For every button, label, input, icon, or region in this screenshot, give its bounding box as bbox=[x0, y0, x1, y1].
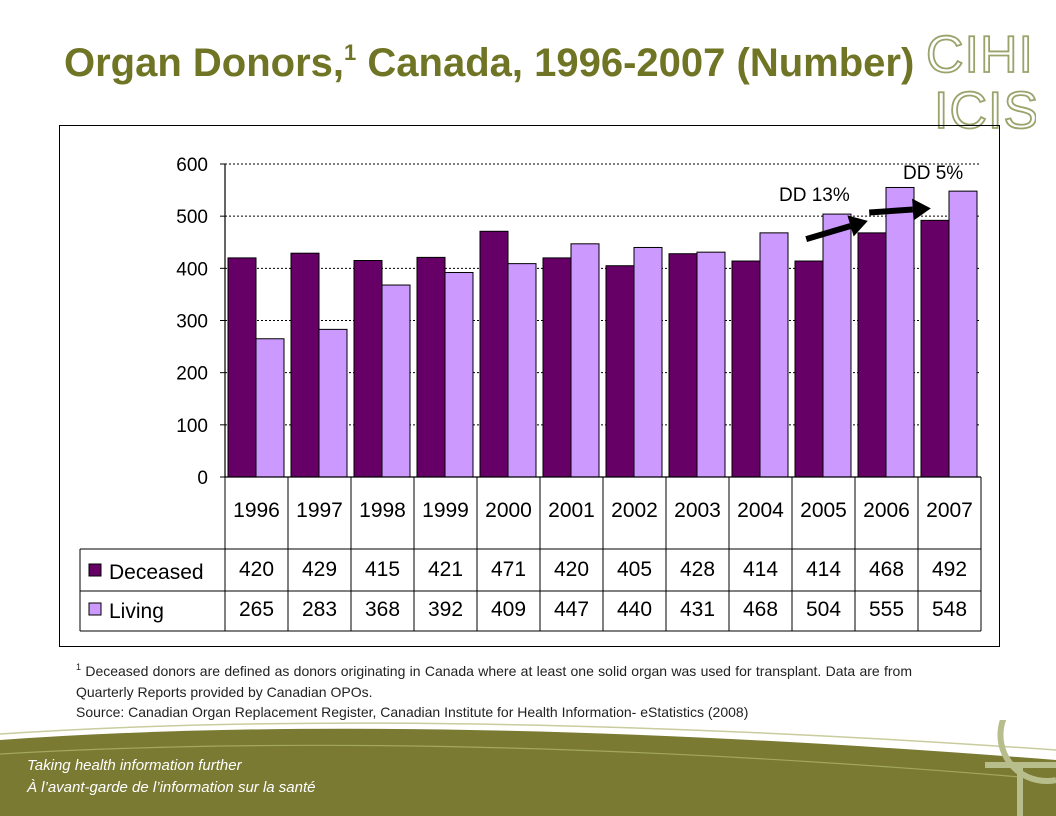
bar-living-1996 bbox=[255, 338, 285, 478]
data-label-living: 447 bbox=[554, 598, 589, 621]
data-label-living: 409 bbox=[491, 598, 526, 621]
data-label-living: 440 bbox=[617, 598, 652, 621]
corner-graphic bbox=[985, 720, 1056, 816]
annotation-label: DD 13% bbox=[779, 185, 850, 206]
bar-deceased-2007 bbox=[920, 219, 950, 478]
x-category-label: 2006 bbox=[863, 499, 910, 522]
y-tick-label: 200 bbox=[176, 364, 208, 385]
annotation-arrow-shaft bbox=[868, 206, 914, 216]
data-label-living: 555 bbox=[869, 598, 904, 621]
chart-frame: 0 100 200 300 400 500 600 1996 420 265 1997 429 283 1… bbox=[59, 125, 1000, 647]
data-label-living: 431 bbox=[680, 598, 715, 621]
data-label-deceased: 421 bbox=[428, 558, 463, 581]
bar-deceased-1997 bbox=[290, 252, 320, 478]
x-category-label: 2002 bbox=[611, 499, 658, 522]
bar-deceased-1996 bbox=[227, 257, 257, 478]
annotation-arrow-shaft bbox=[805, 223, 852, 242]
bar-deceased-1999 bbox=[416, 256, 446, 478]
footer-banner bbox=[0, 720, 1056, 816]
footnote-text: Deceased donors are defined as donors or… bbox=[76, 663, 913, 700]
logo-line-1: CIHI bbox=[926, 26, 1034, 84]
bar-living-2003 bbox=[696, 251, 726, 478]
x-category-label: 2003 bbox=[674, 499, 721, 522]
donor-chart: 0 100 200 300 400 500 600 1996 420 265 1997 429 283 1… bbox=[79, 155, 982, 632]
data-label-deceased: 471 bbox=[491, 558, 526, 581]
bar-living-1997 bbox=[318, 328, 348, 478]
bar-living-2005 bbox=[822, 213, 852, 478]
x-category-label: 1998 bbox=[359, 499, 406, 522]
data-label-deceased: 468 bbox=[869, 558, 904, 581]
page-title: Organ Donors,1 Canada, 1996-2007 (Number… bbox=[64, 40, 915, 85]
tagline-french: À l’avant-garde de l’information sur la … bbox=[27, 779, 316, 796]
data-label-deceased: 429 bbox=[302, 558, 337, 581]
bar-living-1998 bbox=[381, 284, 411, 478]
x-category-label: 2004 bbox=[737, 499, 784, 522]
bar-deceased-2000 bbox=[479, 230, 509, 478]
bar-living-2000 bbox=[507, 263, 537, 478]
cihi-logo: CIHI ICIS bbox=[926, 25, 1036, 135]
x-category-label: 1996 bbox=[233, 499, 280, 522]
title-footnote-mark: 1 bbox=[344, 40, 357, 65]
annotation-arrow-head bbox=[912, 198, 931, 221]
x-category-label: 1999 bbox=[422, 499, 469, 522]
data-label-deceased: 405 bbox=[617, 558, 652, 581]
y-tick-label: 500 bbox=[176, 207, 208, 228]
annotation-arrow-head bbox=[847, 215, 868, 237]
bar-living-2007 bbox=[948, 190, 978, 478]
data-label-deceased: 492 bbox=[932, 558, 967, 581]
logo-line-2: ICIS bbox=[934, 82, 1036, 135]
x-category-label: 2000 bbox=[485, 499, 532, 522]
footnote-mark: 1 bbox=[76, 662, 82, 672]
data-label-deceased: 414 bbox=[806, 558, 841, 581]
x-category-label: 2007 bbox=[926, 499, 973, 522]
data-label-living: 504 bbox=[806, 598, 841, 621]
x-category-label: 2001 bbox=[548, 499, 595, 522]
bar-living-2004 bbox=[759, 232, 789, 478]
legend-swatch-deceased bbox=[88, 563, 102, 577]
tagline-english: Taking health information further bbox=[27, 757, 242, 774]
bar-living-2002 bbox=[633, 246, 663, 478]
x-category-label: 2005 bbox=[800, 499, 847, 522]
bar-deceased-2006 bbox=[857, 232, 887, 478]
annotation-label: DD 5% bbox=[903, 163, 963, 184]
y-tick-label: 600 bbox=[176, 155, 208, 176]
bar-deceased-2002 bbox=[605, 265, 635, 478]
footnote: 1 Deceased donors are defined as donors … bbox=[76, 657, 912, 703]
data-label-living: 548 bbox=[932, 598, 967, 621]
y-tick-label: 400 bbox=[176, 259, 208, 280]
bar-deceased-2001 bbox=[542, 257, 572, 478]
bar-deceased-2004 bbox=[731, 260, 761, 478]
data-label-deceased: 414 bbox=[743, 558, 778, 581]
data-label-living: 368 bbox=[365, 598, 400, 621]
legend-label-deceased: Deceased bbox=[109, 561, 204, 584]
data-label-deceased: 420 bbox=[554, 558, 589, 581]
bar-living-2001 bbox=[570, 243, 600, 478]
data-label-living: 468 bbox=[743, 598, 778, 621]
legend-label-living: Living bbox=[109, 600, 164, 623]
data-label-deceased: 428 bbox=[680, 558, 715, 581]
source-note: Source: Canadian Organ Replacement Regis… bbox=[76, 704, 749, 720]
data-label-deceased: 420 bbox=[239, 558, 274, 581]
x-category-label: 1997 bbox=[296, 499, 343, 522]
bar-living-1999 bbox=[444, 272, 474, 478]
y-tick-label: 0 bbox=[197, 468, 208, 489]
data-label-living: 283 bbox=[302, 598, 337, 621]
data-label-living: 265 bbox=[239, 598, 274, 621]
y-tick-label: 300 bbox=[176, 312, 208, 333]
bar-deceased-2005 bbox=[794, 260, 824, 478]
data-label-living: 392 bbox=[428, 598, 463, 621]
bar-deceased-2003 bbox=[668, 253, 698, 478]
legend-swatch-living bbox=[88, 602, 102, 616]
bar-living-2006 bbox=[885, 186, 915, 478]
y-tick-label: 100 bbox=[176, 416, 208, 437]
data-label-deceased: 415 bbox=[365, 558, 400, 581]
bar-deceased-1998 bbox=[353, 260, 383, 478]
